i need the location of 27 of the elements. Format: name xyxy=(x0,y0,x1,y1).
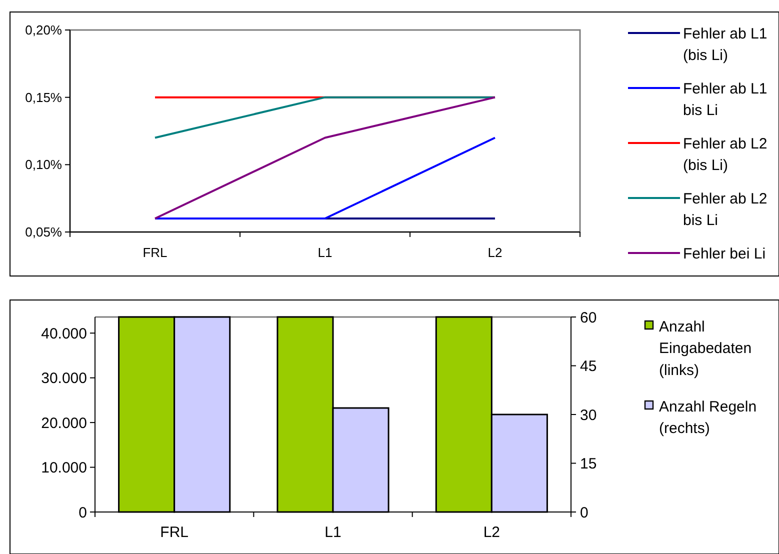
y-tick-label: 20.000 xyxy=(41,414,87,432)
x-tick-label: L2 xyxy=(488,245,502,260)
y2-tick-label: 15 xyxy=(580,456,597,472)
y-tick-label: 10.000 xyxy=(41,460,87,477)
legend-label: Fehler ab L1 bis Li xyxy=(683,80,768,119)
y2-tick-label: 60 xyxy=(580,309,597,326)
y-tick-label: 0,20% xyxy=(25,22,62,38)
x-tick-label: L1 xyxy=(318,245,332,260)
x-tick-label: FRL xyxy=(160,524,189,541)
x-tick-label: L1 xyxy=(324,524,342,541)
y-tick-label: 0,05% xyxy=(25,224,62,240)
legend-label: Fehler ab L2 (bis Li) xyxy=(683,135,768,174)
legend-label: Anzahl Eingabedaten (links) xyxy=(659,318,752,379)
y2-tick-label: 30 xyxy=(580,406,597,424)
y-tick-label: 0,10% xyxy=(25,157,62,172)
x-tick-label: L2 xyxy=(483,524,500,541)
legend-label: Fehler ab L2 bis Li xyxy=(683,190,768,229)
y-tick-label: 40.000 xyxy=(41,325,87,342)
y2-tick-label: 0 xyxy=(580,504,588,522)
legend-label: Anzahl Regeln (rechts) xyxy=(659,398,757,437)
legend-label: Fehler ab L1 (bis Li) xyxy=(683,25,768,64)
y-tick-label: 0,15% xyxy=(25,90,62,105)
y2-tick-label: 45 xyxy=(580,358,597,375)
legend-label: Fehler bei Li xyxy=(683,245,766,262)
x-tick-label: FRL xyxy=(142,245,168,260)
y-tick-label: 30.000 xyxy=(41,370,87,388)
y-tick-label: 0 xyxy=(78,504,87,522)
